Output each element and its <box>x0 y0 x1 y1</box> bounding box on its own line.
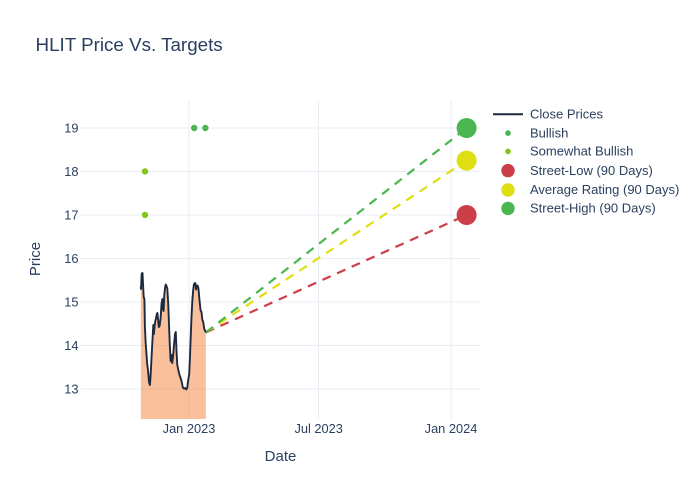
svg-text:15: 15 <box>64 294 78 309</box>
svg-text:19: 19 <box>64 120 78 135</box>
svg-text:Somewhat Bullish: Somewhat Bullish <box>530 144 633 159</box>
svg-text:Street-Low (90 Days): Street-Low (90 Days) <box>530 163 653 178</box>
svg-text:Close Prices: Close Prices <box>530 107 603 122</box>
svg-text:Jul 2023: Jul 2023 <box>295 421 343 436</box>
svg-text:Average Rating (90 Days): Average Rating (90 Days) <box>530 182 679 197</box>
svg-text:13: 13 <box>64 381 78 396</box>
svg-text:Jan 2023: Jan 2023 <box>163 421 216 436</box>
svg-text:Jan 2024: Jan 2024 <box>425 421 478 436</box>
svg-text:Bullish: Bullish <box>530 125 568 140</box>
svg-text:Price: Price <box>27 242 44 276</box>
svg-text:HLIT Price Vs. Targets: HLIT Price Vs. Targets <box>36 34 223 55</box>
svg-text:Street-High (90 Days): Street-High (90 Days) <box>530 201 656 216</box>
svg-text:14: 14 <box>64 338 78 353</box>
svg-text:18: 18 <box>64 164 78 179</box>
svg-text:16: 16 <box>64 251 78 266</box>
svg-text:Date: Date <box>265 448 297 465</box>
svg-text:17: 17 <box>64 207 78 222</box>
